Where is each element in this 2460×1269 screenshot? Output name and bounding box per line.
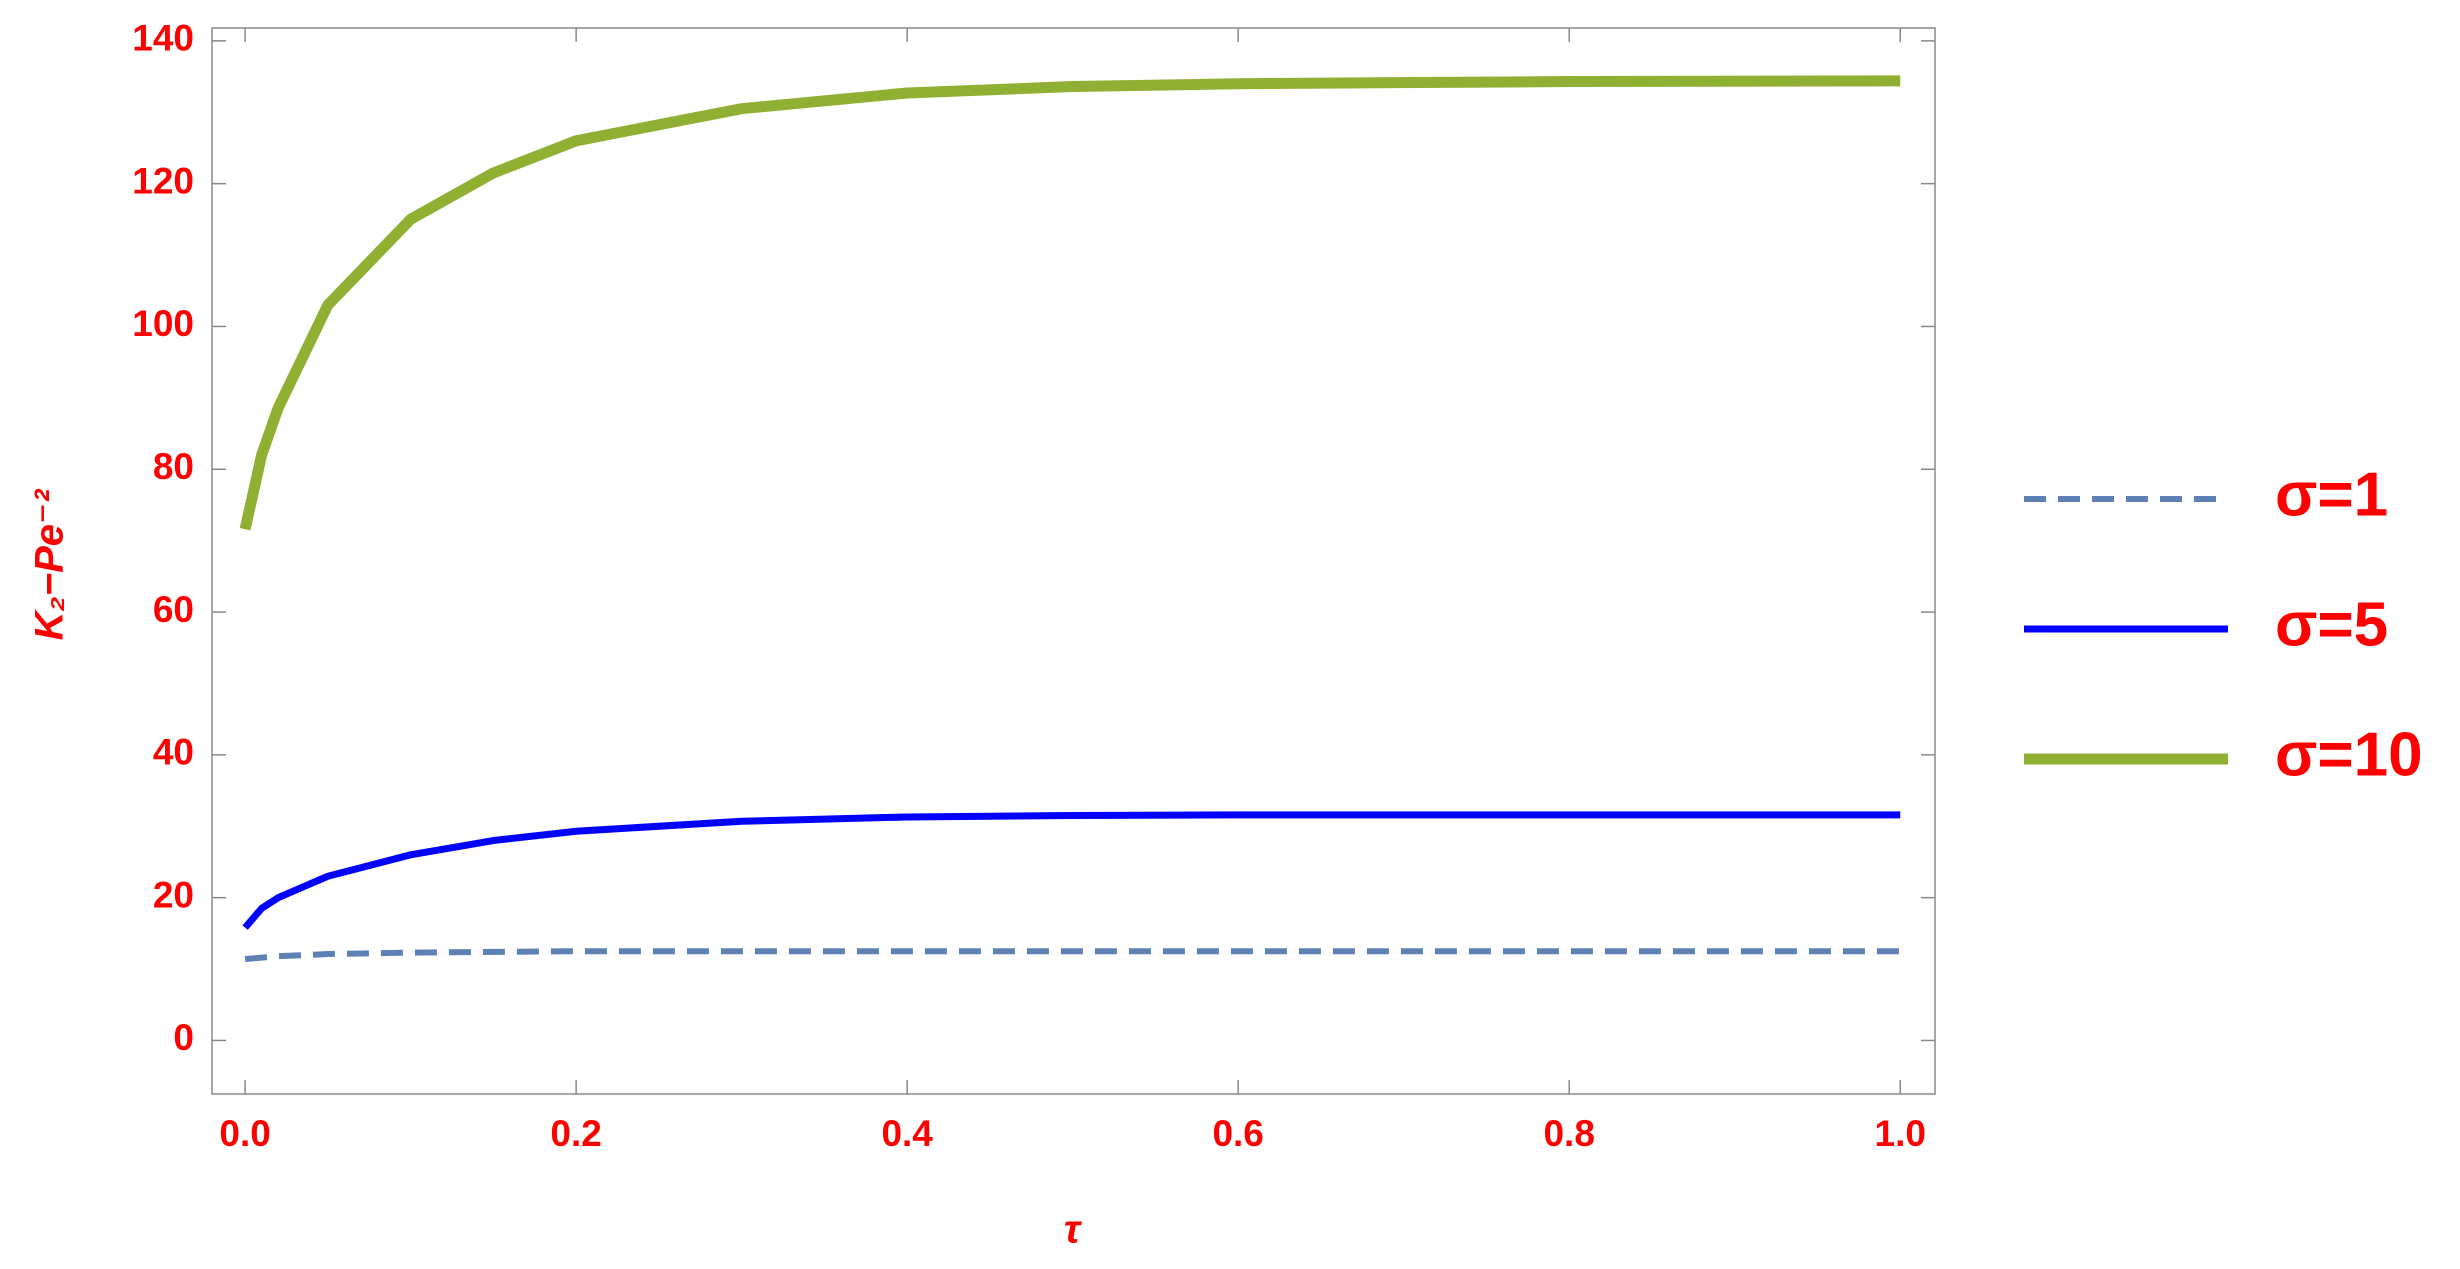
plot-frame xyxy=(211,27,1936,1095)
x-axis-label: τ xyxy=(1064,1208,1083,1252)
line-series xyxy=(239,75,1901,531)
y-axis-label: K₂−Pe⁻² xyxy=(28,488,72,641)
y-tick-label: 60 xyxy=(153,589,194,630)
legend-label: σ=1 xyxy=(2275,460,2388,529)
y-tick-label: 140 xyxy=(132,18,194,59)
legend-label: σ=5 xyxy=(2275,590,2388,659)
line-series xyxy=(242,811,1901,930)
x-tick-label: 0.6 xyxy=(1212,1113,1263,1154)
x-tick-label: 0.2 xyxy=(550,1113,601,1154)
x-tick-label: 0.0 xyxy=(219,1113,270,1154)
y-tick-label: 80 xyxy=(153,446,194,487)
y-tick-label: 20 xyxy=(153,874,194,915)
y-tick-label: 120 xyxy=(132,160,194,201)
y-tick-label: 100 xyxy=(132,303,194,344)
y-tick-label: 40 xyxy=(153,732,194,773)
x-tick-label: 0.4 xyxy=(881,1113,933,1154)
x-tick-label: 0.8 xyxy=(1543,1113,1594,1154)
x-tick-label: 1.0 xyxy=(1875,1113,1926,1154)
line-series xyxy=(244,948,1901,963)
legend-label: σ=10 xyxy=(2275,720,2423,789)
y-tick-label: 0 xyxy=(173,1017,194,1058)
